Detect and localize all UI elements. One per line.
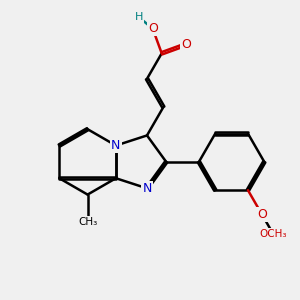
Text: N: N: [142, 182, 152, 195]
Text: H: H: [135, 12, 143, 22]
Text: N: N: [111, 139, 121, 152]
Text: O: O: [181, 38, 191, 51]
Text: O: O: [148, 22, 158, 35]
Text: O: O: [257, 208, 267, 221]
Text: CH₃: CH₃: [78, 218, 97, 227]
Text: OCH₃: OCH₃: [260, 229, 287, 239]
